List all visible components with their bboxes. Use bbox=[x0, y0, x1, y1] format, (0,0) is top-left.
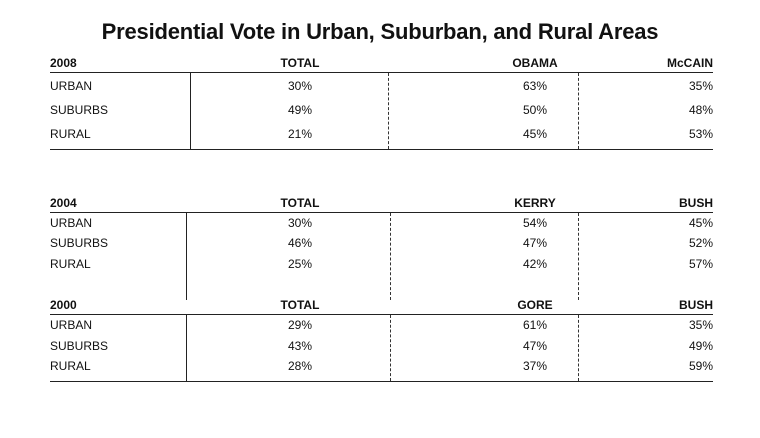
column-divider bbox=[186, 315, 187, 381]
col-total-header: TOTAL bbox=[280, 196, 320, 210]
col-candidate-b-header: BUSH bbox=[678, 196, 713, 210]
col-candidate-a-header: OBAMA bbox=[512, 56, 558, 70]
table-2008: 2008 TOTAL OBAMA McCAIN URBAN 30% 63% 35… bbox=[50, 56, 713, 150]
table-row: SUBURBS 46% 47% 52% bbox=[50, 236, 713, 252]
page-title: Presidential Vote in Urban, Suburban, an… bbox=[101, 19, 659, 44]
table-header: 2004 TOTAL KERRY BUSH bbox=[50, 196, 713, 213]
candidate-b-value: 59% bbox=[688, 359, 713, 373]
table-header: 2008 TOTAL OBAMA McCAIN bbox=[50, 56, 713, 73]
row-label: RURAL bbox=[50, 257, 91, 271]
total-value: 30% bbox=[287, 216, 313, 230]
candidate-a-value: 50% bbox=[522, 103, 548, 117]
table-row: RURAL 25% 42% 57% bbox=[50, 257, 713, 273]
table-row: RURAL 28% 37% 59% bbox=[50, 359, 713, 375]
row-label: SUBURBS bbox=[50, 339, 109, 353]
col-candidate-a-header: GORE bbox=[517, 298, 553, 312]
candidate-b-value: 48% bbox=[688, 103, 713, 117]
total-value: 30% bbox=[287, 79, 313, 93]
col-candidate-b-header: BUSH bbox=[678, 298, 713, 312]
table-row: URBAN 29% 61% 35% bbox=[50, 318, 713, 334]
column-divider bbox=[390, 315, 391, 381]
row-label: URBAN bbox=[50, 216, 93, 230]
table-row: SUBURBS 49% 50% 48% bbox=[50, 103, 713, 119]
candidate-b-value: 35% bbox=[688, 79, 713, 93]
table-row: SUBURBS 43% 47% 49% bbox=[50, 339, 713, 355]
candidate-a-value: 47% bbox=[522, 236, 548, 250]
total-value: 21% bbox=[287, 127, 313, 141]
year-label: 2004 bbox=[50, 196, 77, 210]
candidate-a-value: 63% bbox=[522, 79, 548, 93]
candidate-b-value: 52% bbox=[688, 236, 713, 250]
row-label: URBAN bbox=[50, 318, 93, 332]
candidate-a-value: 61% bbox=[522, 318, 548, 332]
row-label: SUBURBS bbox=[50, 103, 109, 117]
year-label: 2000 bbox=[50, 298, 77, 312]
column-divider bbox=[186, 213, 187, 300]
col-total-header: TOTAL bbox=[280, 298, 320, 312]
candidate-b-value: 53% bbox=[688, 127, 713, 141]
table-row: RURAL 21% 45% 53% bbox=[50, 127, 713, 143]
table-2004: 2004 TOTAL KERRY BUSH URBAN 30% 54% 45% … bbox=[50, 196, 713, 300]
column-divider bbox=[390, 213, 391, 300]
column-divider bbox=[388, 73, 389, 149]
candidate-a-value: 45% bbox=[522, 127, 548, 141]
table-2000: 2000 TOTAL GORE BUSH URBAN 29% 61% 35% S… bbox=[50, 298, 713, 382]
total-value: 25% bbox=[287, 257, 313, 271]
row-label: RURAL bbox=[50, 359, 91, 373]
table-body: URBAN 29% 61% 35% SUBURBS 43% 47% 49% RU… bbox=[50, 315, 713, 382]
candidate-a-value: 42% bbox=[522, 257, 548, 271]
row-label: RURAL bbox=[50, 127, 91, 141]
column-divider bbox=[578, 315, 579, 381]
col-candidate-a-header: KERRY bbox=[514, 196, 556, 210]
table-row: URBAN 30% 54% 45% bbox=[50, 216, 713, 232]
candidate-b-value: 45% bbox=[688, 216, 713, 230]
col-candidate-b-header: McCAIN bbox=[666, 56, 713, 70]
candidate-a-value: 54% bbox=[522, 216, 548, 230]
row-label: URBAN bbox=[50, 79, 93, 93]
column-divider bbox=[190, 73, 191, 149]
table-header: 2000 TOTAL GORE BUSH bbox=[50, 298, 713, 315]
total-value: 29% bbox=[287, 318, 313, 332]
candidate-a-value: 47% bbox=[522, 339, 548, 353]
row-label: SUBURBS bbox=[50, 236, 109, 250]
candidate-a-value: 37% bbox=[522, 359, 548, 373]
total-value: 49% bbox=[287, 103, 313, 117]
table-body: URBAN 30% 63% 35% SUBURBS 49% 50% 48% RU… bbox=[50, 73, 713, 150]
total-value: 43% bbox=[287, 339, 313, 353]
column-divider bbox=[578, 73, 579, 149]
column-divider bbox=[578, 213, 579, 300]
total-value: 28% bbox=[287, 359, 313, 373]
table-body: URBAN 30% 54% 45% SUBURBS 46% 47% 52% RU… bbox=[50, 213, 713, 300]
year-label: 2008 bbox=[50, 56, 77, 70]
candidate-b-value: 57% bbox=[688, 257, 713, 271]
candidate-b-value: 35% bbox=[688, 318, 713, 332]
total-value: 46% bbox=[287, 236, 313, 250]
col-total-header: TOTAL bbox=[280, 56, 320, 70]
candidate-b-value: 49% bbox=[688, 339, 713, 353]
table-row: URBAN 30% 63% 35% bbox=[50, 79, 713, 95]
